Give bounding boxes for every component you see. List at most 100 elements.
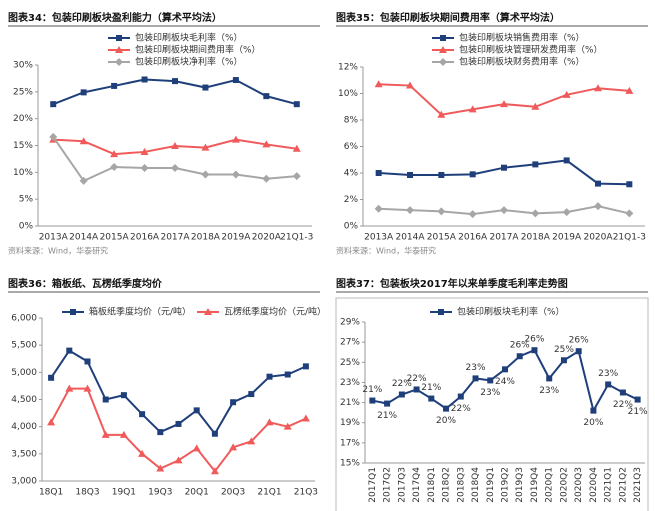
x-tick-label: 21Q3 [294, 488, 318, 498]
data-label: 23% [598, 369, 618, 379]
marker [625, 209, 634, 218]
y-tick-label: 0% [19, 222, 34, 232]
marker [437, 110, 446, 118]
y-tick-label: 25% [13, 87, 33, 97]
marker [502, 366, 508, 373]
y-tick-label: 30% [13, 61, 33, 71]
x-tick-label: 2019Q1 [486, 467, 496, 503]
legend-label: 箱板纸季度均价（元/吨） [89, 306, 191, 318]
marker [406, 206, 414, 215]
marker [192, 444, 201, 452]
marker [468, 105, 477, 113]
marker [171, 164, 179, 173]
marker [266, 373, 273, 380]
x-tick-label: 21Q1-3 [613, 233, 646, 243]
marker [263, 93, 270, 100]
marker [546, 375, 553, 382]
y-tick-label: 20% [13, 114, 33, 124]
marker [175, 420, 182, 427]
data-label: 21% [421, 383, 441, 393]
x-tick-label: 18Q1 [39, 488, 63, 498]
source-note: 资料来源：Wind，华泰研究 [336, 246, 436, 256]
x-tick-label: 2020A [583, 233, 613, 243]
marker [594, 84, 602, 92]
marker [232, 77, 239, 84]
y-tick-label: 19% [340, 418, 360, 428]
chart-title: 图表36：箱板纸、瓦楞纸季度均价 [8, 277, 163, 290]
x-tick-label: 2017A [489, 233, 519, 243]
marker [562, 208, 571, 217]
y-tick-label: 8% [344, 116, 359, 126]
marker [140, 164, 149, 173]
marker [619, 389, 626, 396]
marker [487, 377, 494, 384]
y-tick-label: 29% [340, 318, 360, 328]
marker [500, 206, 508, 215]
x-tick-label: 2013A [39, 233, 69, 243]
marker [230, 399, 237, 406]
x-tick-label: 2017Q4 [412, 467, 422, 503]
x-tick-label: 2018A [521, 233, 551, 243]
x-tick-label: 2020Q3 [574, 467, 584, 503]
marker [248, 391, 255, 398]
x-tick-label: 2017Q2 [383, 467, 393, 503]
y-tick-label: 12% [338, 63, 358, 73]
marker [171, 142, 179, 150]
x-tick-label: 2018Q3 [456, 467, 466, 503]
marker [562, 90, 571, 98]
y-tick-label: 5,500 [11, 341, 37, 351]
y-tick-label: 10% [338, 89, 358, 99]
marker [156, 464, 165, 472]
data-label: 21% [362, 385, 382, 395]
marker [202, 84, 209, 91]
x-tick-label: 2020A [252, 233, 282, 243]
marker [138, 449, 147, 457]
marker [283, 422, 292, 430]
marker [119, 430, 128, 438]
marker [443, 405, 450, 412]
y-tick-label: 4,500 [11, 395, 37, 405]
x-tick-label: 2017A [160, 233, 190, 243]
marker [472, 375, 479, 382]
series-line [378, 159, 630, 186]
marker [398, 391, 405, 398]
marker [262, 174, 271, 183]
marker [102, 396, 109, 403]
marker [262, 140, 271, 148]
data-label: 24% [495, 377, 515, 387]
legend-label: 包装印刷板块毛利率（%） [135, 32, 243, 44]
data-label: 21% [377, 411, 397, 421]
data-label: 23% [480, 388, 500, 398]
y-tick-label: 15% [13, 141, 33, 151]
x-tick-label: 2019A [552, 233, 582, 243]
y-tick-label: 17% [340, 438, 360, 448]
chart-title: 图表34：包装印刷板块盈利能力（算术平均法） [8, 11, 222, 24]
marker [563, 157, 570, 164]
marker [595, 180, 601, 187]
marker [265, 418, 274, 426]
marker [79, 137, 88, 145]
legend-label: 包装印刷板块期间费用率（%） [135, 44, 261, 56]
y-tick-label: 3,500 [11, 449, 37, 459]
marker [116, 35, 122, 41]
legend-label: 包装印刷板块净利率（%） [135, 56, 243, 68]
x-tick-label: 20Q1 [185, 488, 209, 498]
marker [115, 58, 123, 66]
x-tick-label: 2018Q1 [427, 467, 437, 503]
marker [406, 81, 414, 89]
marker [115, 46, 123, 53]
data-label: 22% [392, 379, 412, 389]
x-tick-label: 21Q1 [257, 488, 281, 498]
x-tick-label: 2018A [191, 233, 221, 243]
marker [229, 443, 238, 451]
marker [66, 347, 73, 354]
marker [292, 144, 301, 152]
data-label: 22% [451, 404, 471, 414]
marker [47, 418, 56, 426]
data-label: 22% [407, 374, 427, 384]
marker [157, 429, 164, 436]
marker [101, 430, 110, 438]
marker [284, 371, 291, 378]
data-label: 26% [569, 336, 589, 346]
